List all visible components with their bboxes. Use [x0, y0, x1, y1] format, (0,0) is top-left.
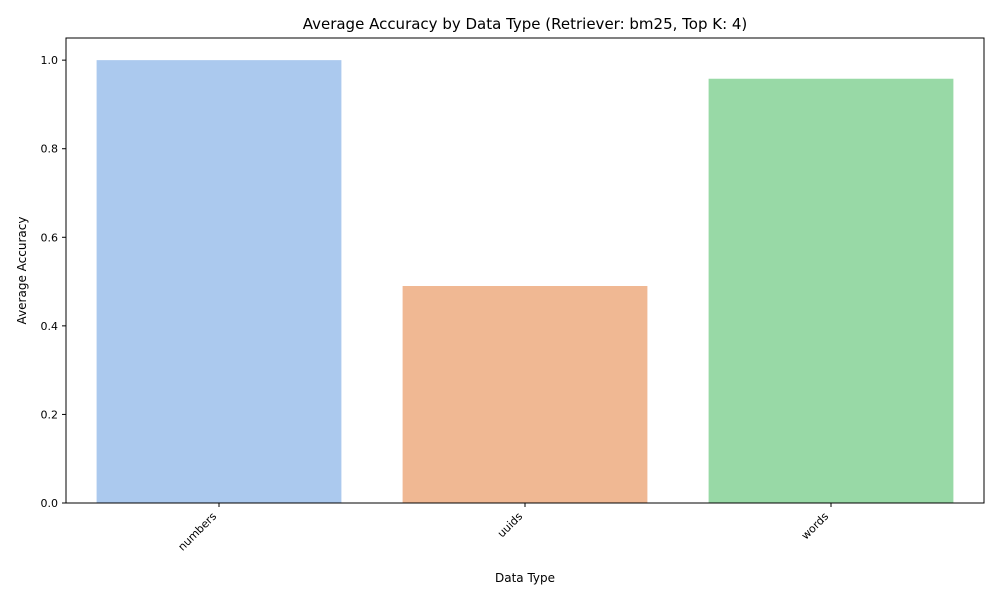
y-tick-label: 1.0 — [41, 54, 59, 67]
bars — [96, 60, 954, 504]
bar-uuids — [402, 286, 648, 503]
bar-words — [708, 78, 954, 503]
chart-title: Average Accuracy by Data Type (Retriever… — [303, 15, 748, 33]
bar-numbers — [96, 60, 342, 504]
x-tick-label: uuids — [495, 510, 525, 540]
y-tick-label: 0.4 — [41, 320, 59, 333]
y-tick-label: 0.2 — [41, 408, 59, 421]
y-tick-label: 0.0 — [41, 497, 59, 510]
x-tick-label: words — [799, 510, 832, 543]
y-axis-label: Average Accuracy — [15, 217, 29, 325]
x-tick-label: numbers — [176, 510, 220, 554]
y-tick-label: 0.6 — [41, 231, 59, 244]
plot-frame — [65, 37, 985, 504]
y-tick-label: 0.8 — [41, 143, 59, 156]
x-axis-label: Data Type — [495, 571, 555, 585]
